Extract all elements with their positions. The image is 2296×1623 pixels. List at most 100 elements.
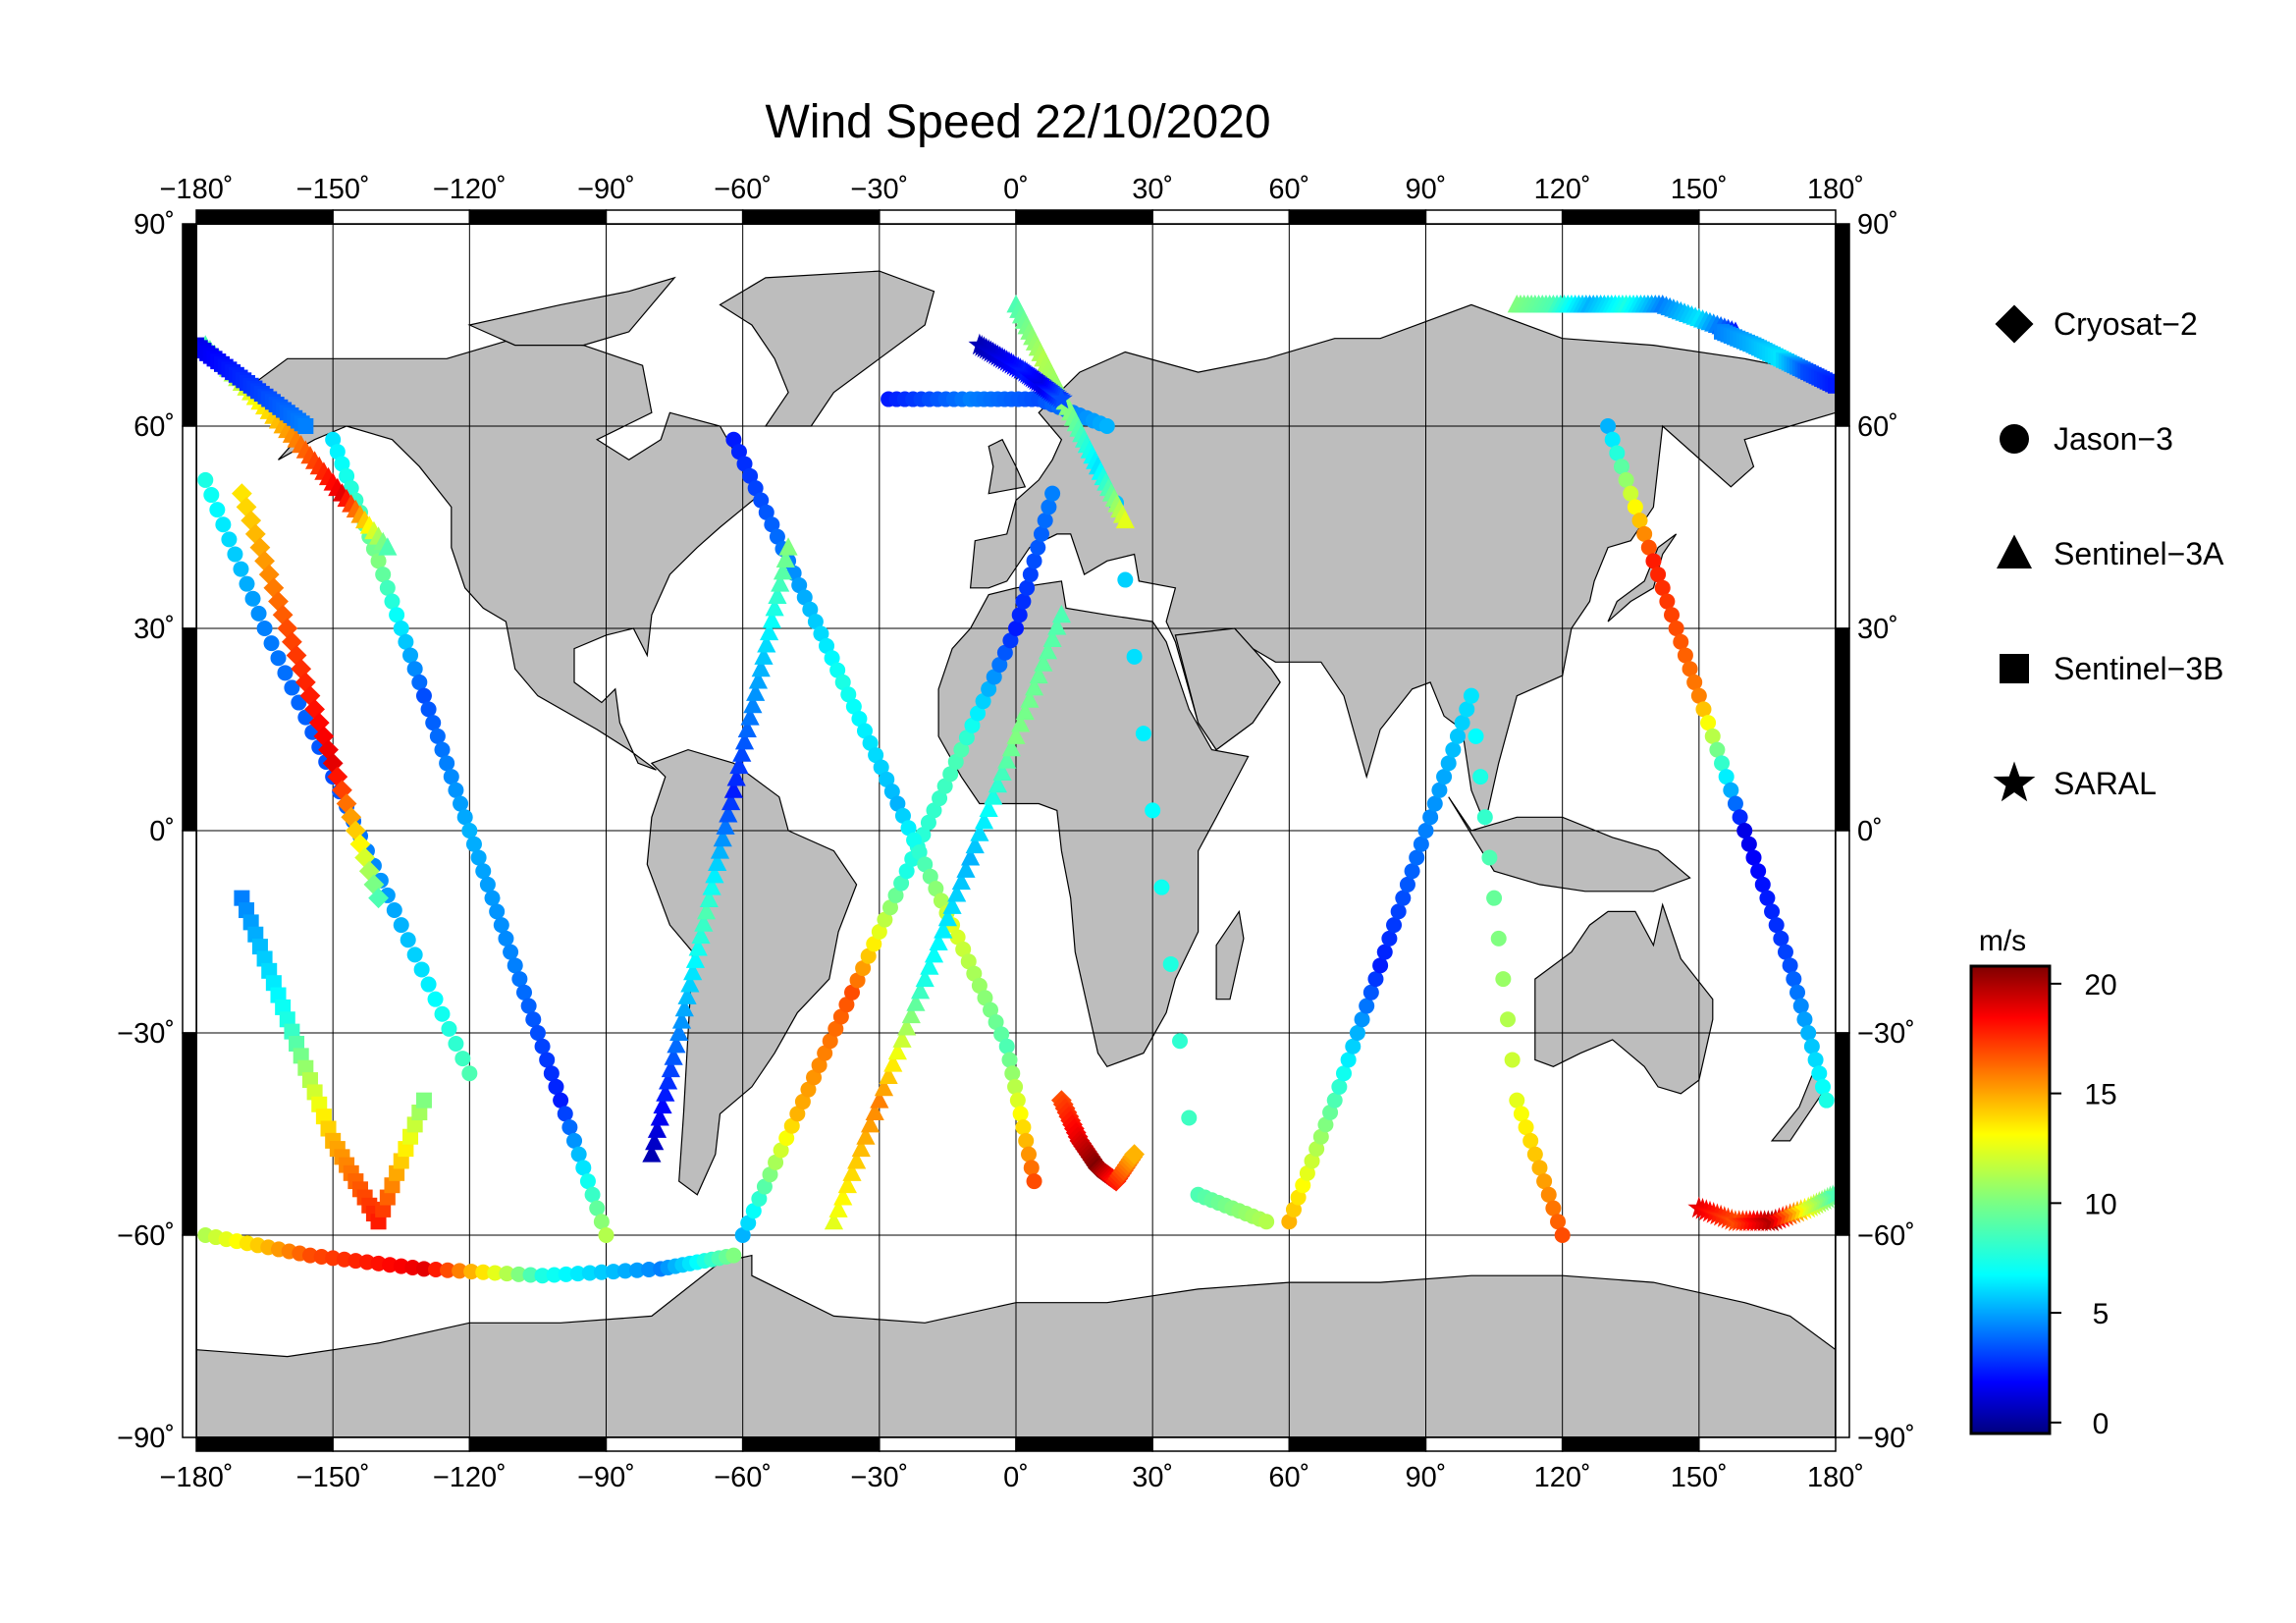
data-point [479, 876, 496, 893]
data-point [382, 1257, 399, 1273]
frame-segment-top [605, 209, 744, 225]
data-point [800, 1081, 817, 1098]
data-point [1522, 1132, 1539, 1149]
data-point [498, 930, 514, 947]
frame-segment-left [182, 1032, 197, 1236]
data-point [929, 932, 948, 950]
data-point [1322, 1105, 1339, 1121]
data-point [849, 972, 866, 989]
data-point [1038, 640, 1058, 660]
data-point [370, 1214, 387, 1230]
frame-segment-top [332, 209, 471, 225]
data-point [742, 467, 759, 484]
data-point [1126, 648, 1143, 665]
data-point [1012, 1106, 1029, 1122]
data-point [1390, 903, 1407, 920]
data-point [1682, 661, 1698, 677]
data-point [743, 694, 763, 714]
data-point [593, 1214, 610, 1230]
data-point [964, 717, 981, 733]
data-point [1695, 701, 1712, 718]
data-point [605, 1264, 621, 1280]
map-panel: −180˚ −180˚ −150˚ −150˚ −120˚ −120˚ −90˚ −90˚ −6… [117, 174, 1915, 1493]
data-point [1659, 593, 1676, 610]
data-point [1004, 1065, 1021, 1082]
data-point [1700, 715, 1717, 731]
data-point [402, 1128, 419, 1145]
data-point [434, 1005, 451, 1022]
lon-tick-label-top: 120˚ [1534, 174, 1591, 205]
data-point [1773, 930, 1789, 947]
data-point [1431, 782, 1448, 798]
data-point [762, 1166, 778, 1183]
data-point [1732, 809, 1748, 826]
data-point [988, 774, 1008, 793]
data-point [751, 658, 771, 677]
data-point [263, 635, 280, 652]
data-point [883, 1054, 903, 1072]
data-point [1645, 553, 1662, 569]
data-point [1554, 1227, 1571, 1243]
data-point [1345, 1038, 1362, 1055]
data-point [277, 665, 294, 681]
data-point [411, 674, 428, 690]
data-point [1709, 741, 1726, 758]
data-point [996, 644, 1013, 661]
data-point [855, 960, 872, 977]
data-point [1029, 665, 1048, 684]
data-point [1381, 930, 1398, 947]
data-point [851, 1138, 871, 1158]
data-point [949, 929, 966, 946]
data-point [1454, 715, 1470, 731]
data-point [1807, 1052, 1824, 1068]
data-point [584, 1186, 601, 1203]
data-point [920, 956, 939, 975]
frame-segment-left [182, 425, 197, 629]
data-point [221, 531, 238, 548]
data-point [1782, 957, 1798, 974]
data-point [748, 671, 769, 689]
data-point [860, 1113, 881, 1133]
square-icon [2000, 654, 2029, 683]
data-point [1417, 823, 1434, 839]
data-point [710, 840, 730, 859]
data-point [393, 917, 409, 934]
frame-segment-top [879, 209, 1017, 225]
data-point [897, 1017, 917, 1036]
data-point [664, 1047, 683, 1065]
data-point [906, 993, 926, 1011]
data-point [736, 456, 753, 472]
data-point [694, 913, 714, 932]
data-point [828, 1020, 844, 1037]
data-point [1372, 957, 1389, 974]
data-point [525, 1011, 542, 1028]
data-point [926, 802, 942, 819]
lat-tick-label-right: 90˚ [1857, 209, 1898, 241]
legend-label: Sentinel−3A [2054, 536, 2224, 571]
data-point [1326, 1092, 1343, 1109]
data-point [658, 1071, 678, 1090]
data-point [740, 707, 760, 726]
data-point [988, 1014, 1004, 1031]
lon-tick-label-top: 90˚ [1406, 174, 1447, 205]
data-point [966, 965, 983, 982]
data-point [725, 431, 742, 448]
data-point [1001, 1052, 1018, 1068]
data-point [453, 795, 469, 812]
data-point [368, 888, 389, 909]
data-point [1654, 579, 1671, 596]
data-point [934, 920, 953, 939]
data-point [984, 786, 1003, 805]
data-point [1723, 782, 1739, 798]
data-point [546, 1267, 562, 1283]
data-point [1409, 849, 1425, 866]
lat-tick-label-right: 30˚ [1857, 614, 1898, 645]
data-point [1422, 809, 1439, 826]
data-point [548, 1078, 564, 1095]
data-point [1044, 485, 1061, 502]
data-point [794, 1094, 811, 1110]
frame-segment-top [1288, 209, 1427, 225]
data-point [1789, 984, 1806, 1001]
data-point [756, 1178, 773, 1195]
